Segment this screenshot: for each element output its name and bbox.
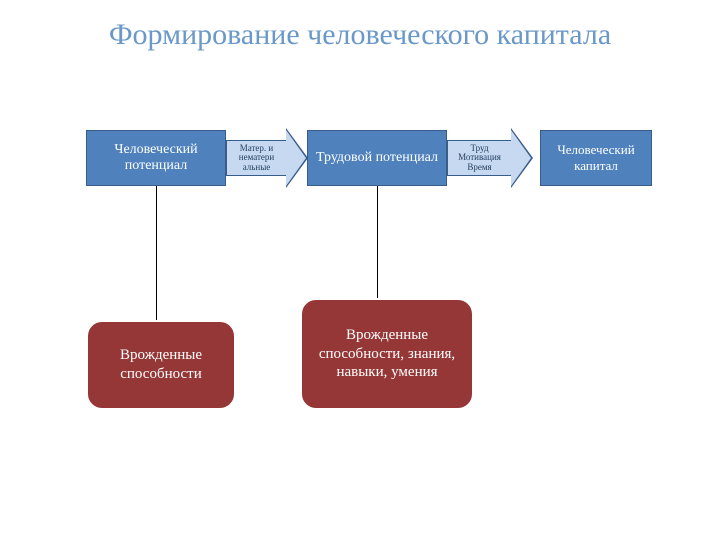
diagram-title-text: Формирование человеческого капитала: [109, 18, 611, 51]
box-human-potential: Человеческий потенциал: [86, 130, 226, 186]
callout-innate-connector: [156, 186, 157, 320]
arrow-labor-body: Труд Мотивация Время: [447, 140, 511, 176]
box-labor-potential-label: Трудовой потенциал: [316, 150, 438, 166]
box-human-potential-label: Человеческий потенциал: [93, 142, 219, 174]
box-human-capital-label: Человеческий капитал: [547, 142, 645, 174]
arrow-material-label: Матер. и нематери альные: [227, 144, 286, 172]
box-human-capital: Человеческий капитал: [540, 130, 652, 186]
callout-innate-knowledge: Врожденные способности, знания, навыки, …: [300, 298, 474, 410]
box-labor-potential: Трудовой потенциал: [307, 130, 447, 186]
callout-innate: Врожденные способности: [86, 320, 236, 410]
callout-innate-knowledge-connector: [377, 186, 378, 298]
diagram-title: Формирование человеческого капитала: [0, 18, 720, 53]
arrow-labor-head-fill: [511, 130, 531, 186]
arrow-material-head-fill: [286, 130, 306, 186]
callout-innate-knowledge-label: Врожденные способности, знания, навыки, …: [312, 326, 462, 382]
arrow-labor-label: Труд Мотивация Время: [448, 144, 511, 172]
callout-innate-label: Врожденные способности: [98, 346, 224, 384]
arrow-material-body: Матер. и нематери альные: [226, 140, 286, 176]
